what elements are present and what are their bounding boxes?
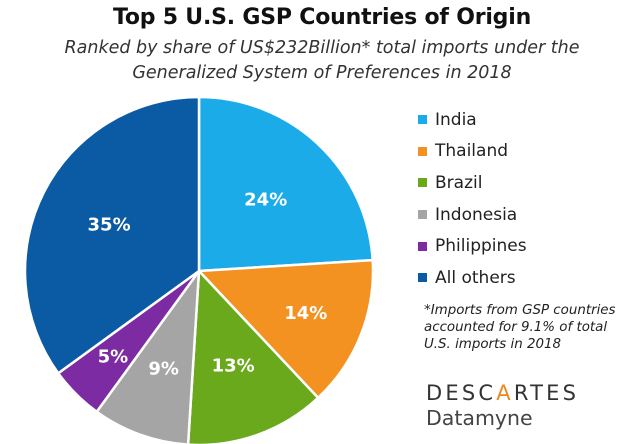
pie-label-indonesia: 9% <box>148 359 179 380</box>
legend-item-brazil: Brazil <box>418 167 638 199</box>
pie-slice-india <box>197 95 374 273</box>
pie-label-india: 24% <box>244 189 287 210</box>
legend-label-india: India <box>435 109 477 130</box>
subtitle-line-2: Generalized System of Preferences in 201… <box>132 63 512 83</box>
logo-wordmark-bottom: Datamyne <box>426 406 533 430</box>
footnote: *Imports from GSP countries accounted fo… <box>424 302 639 353</box>
pie-slice-brazil <box>186 269 320 444</box>
footnote-line-1: *Imports from GSP countries <box>424 303 616 318</box>
legend-label-philippines: Philippines <box>435 236 527 257</box>
legend-item-philippines: Philippines <box>418 230 638 262</box>
pie-label-brazil: 13% <box>212 355 255 376</box>
legend-label-thailand: Thailand <box>435 141 509 162</box>
legend-swatch-all-others <box>418 273 427 283</box>
pie-slice-all-others <box>23 95 201 375</box>
legend: India Thailand Brazil Indonesia Philippines A… <box>418 104 638 294</box>
legend-item-indonesia: Indonesia <box>418 199 638 231</box>
legend-item-all-others: All others <box>418 262 638 294</box>
pie-slice-thailand <box>197 258 375 400</box>
footnote-line-2: accounted for 9.1% of total <box>424 320 608 335</box>
logo-text-right: RTES <box>513 381 580 405</box>
pie-label-all-others: 35% <box>88 215 131 236</box>
legend-label-all-others: All others <box>435 267 516 288</box>
footnote-line-3: U.S. imports in 2018 <box>424 337 562 352</box>
legend-swatch-india <box>418 115 427 125</box>
legend-label-brazil: Brazil <box>435 172 483 193</box>
pie-slice-indonesia <box>95 269 201 444</box>
pie-label-philippines: 5% <box>98 347 129 368</box>
legend-swatch-indonesia <box>418 210 427 220</box>
subtitle-line-1: Ranked by share of US$232Billion* total … <box>64 38 580 58</box>
legend-swatch-brazil <box>418 178 427 188</box>
descartes-datamyne-logo: DESCARTES Datamyne <box>426 381 616 430</box>
legend-item-india: India <box>418 104 638 136</box>
pie-label-thailand: 14% <box>284 303 327 324</box>
legend-swatch-thailand <box>418 146 427 156</box>
legend-item-thailand: Thailand <box>418 136 638 168</box>
chart-subtitle: Ranked by share of US$232Billion* total … <box>0 36 644 86</box>
legend-swatch-philippines <box>418 241 427 251</box>
logo-mark-icon: A <box>496 381 514 405</box>
chart-title: Top 5 U.S. GSP Countries of Origin <box>112 5 532 30</box>
legend-label-indonesia: Indonesia <box>435 204 518 225</box>
logo-text-left: DESC <box>426 381 497 405</box>
logo-wordmark-top: DESCARTES <box>426 381 616 405</box>
